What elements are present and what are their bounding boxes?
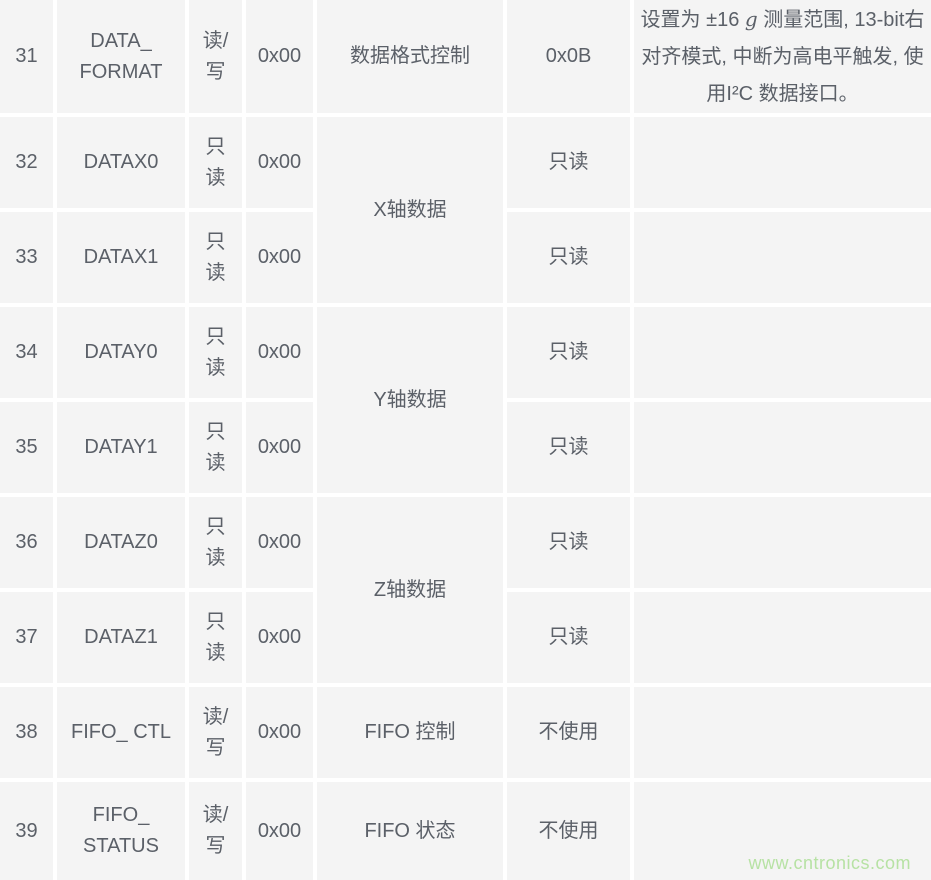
note-text: 测量范围, 13-bit右对齐模式, 中断为高电平触发, 使用I²C 数据接口。: [641, 8, 925, 105]
cell-access: 只读: [189, 307, 242, 398]
cell-register-number: 38: [0, 687, 53, 778]
cell-description-y-axis: Y轴数据: [317, 307, 503, 493]
cell-config-value: 只读: [507, 212, 630, 303]
cell-notes: 设置为 ±16 g 测量范围, 13-bit右对齐模式, 中断为高电平触发, 使…: [634, 0, 931, 113]
cell-register-number: 37: [0, 592, 53, 683]
cell-register-name: DATAY0: [57, 307, 185, 398]
cell-register-name: DATAZ1: [57, 592, 185, 683]
cell-register-number: 39: [0, 782, 53, 880]
cell-access: 读/写: [189, 687, 242, 778]
cell-notes: [634, 117, 931, 208]
cell-reset-value: 0x00: [246, 402, 313, 493]
table-row: 36 DATAZ0 只读 0x00 Z轴数据 只读: [0, 497, 931, 683]
note-text: 设置为 ±16: [640, 8, 745, 31]
cell-description-x-axis: X轴数据: [317, 117, 503, 303]
cell-reset-value: 0x00: [246, 212, 313, 303]
cell-register-name: DATAZ0: [57, 497, 185, 588]
cell-register-name: FIFO_ CTL: [57, 687, 185, 778]
cell-access: 读/写: [189, 782, 242, 880]
cell-config-value: 0x0B: [507, 0, 630, 113]
cell-register-name: DATA_ FORMAT: [57, 0, 185, 113]
cell-register-number: 34: [0, 307, 53, 398]
cell-access: 只读: [189, 497, 242, 588]
cell-access: 只读: [189, 117, 242, 208]
cell-config-value: 不使用: [507, 687, 630, 778]
cell-description: FIFO 控制: [317, 687, 503, 778]
cell-reset-value: 0x00: [246, 782, 313, 880]
cell-description-z-axis: Z轴数据: [317, 497, 503, 683]
cell-config-value: 只读: [507, 592, 630, 683]
cell-reset-value: 0x00: [246, 117, 313, 208]
table-row: 38 FIFO_ CTL 读/写 0x00 FIFO 控制 不使用: [0, 687, 931, 778]
cell-reset-value: 0x00: [246, 0, 313, 113]
cell-description: 数据格式控制: [317, 0, 503, 113]
cell-notes: [634, 782, 931, 880]
cell-description: FIFO 状态: [317, 782, 503, 880]
cell-reset-value: 0x00: [246, 592, 313, 683]
cell-register-name: DATAX1: [57, 212, 185, 303]
cell-register-name: DATAY1: [57, 402, 185, 493]
cell-reset-value: 0x00: [246, 307, 313, 398]
cell-register-name: DATAX0: [57, 117, 185, 208]
cell-register-name: FIFO_ STATUS: [57, 782, 185, 880]
table-row: 34 DATAY0 只读 0x00 Y轴数据 只读: [0, 307, 931, 493]
cell-config-value: 只读: [507, 402, 630, 493]
cell-register-number: 31: [0, 0, 53, 113]
cell-access: 只读: [189, 592, 242, 683]
cell-access: 只读: [189, 402, 242, 493]
cell-access: 只读: [189, 212, 242, 303]
table-row: 39 FIFO_ STATUS 读/写 0x00 FIFO 状态 不使用: [0, 782, 931, 880]
cell-register-number: 32: [0, 117, 53, 208]
cell-notes: [634, 687, 931, 778]
cell-config-value: 只读: [507, 497, 630, 588]
cell-register-number: 33: [0, 212, 53, 303]
cell-notes: [634, 402, 931, 493]
note-italic-g: g: [744, 6, 758, 31]
cell-config-value: 不使用: [507, 782, 630, 880]
table-row: 32 DATAX0 只读 0x00 X轴数据 只读: [0, 117, 931, 303]
cell-config-value: 只读: [507, 117, 630, 208]
cell-register-number: 36: [0, 497, 53, 588]
table-row: 35 DATAY1 只读 0x00 只读: [0, 402, 931, 493]
cell-reset-value: 0x00: [246, 687, 313, 778]
cell-notes: [634, 497, 931, 588]
cell-notes: [634, 212, 931, 303]
table-row: 37 DATAZ1 只读 0x00 只读: [0, 592, 931, 683]
cell-reset-value: 0x00: [246, 497, 313, 588]
cell-config-value: 只读: [507, 307, 630, 398]
table-row: 33 DATAX1 只读 0x00 只读: [0, 212, 931, 303]
watermark: www.cntronics.com: [748, 853, 911, 873]
cell-notes: [634, 307, 931, 398]
table-row: 31 DATA_ FORMAT 读/写 0x00 数据格式控制 0x0B 设置为…: [0, 0, 931, 113]
cell-access: 读/写: [189, 0, 242, 113]
cell-notes: [634, 592, 931, 683]
cell-register-number: 35: [0, 402, 53, 493]
